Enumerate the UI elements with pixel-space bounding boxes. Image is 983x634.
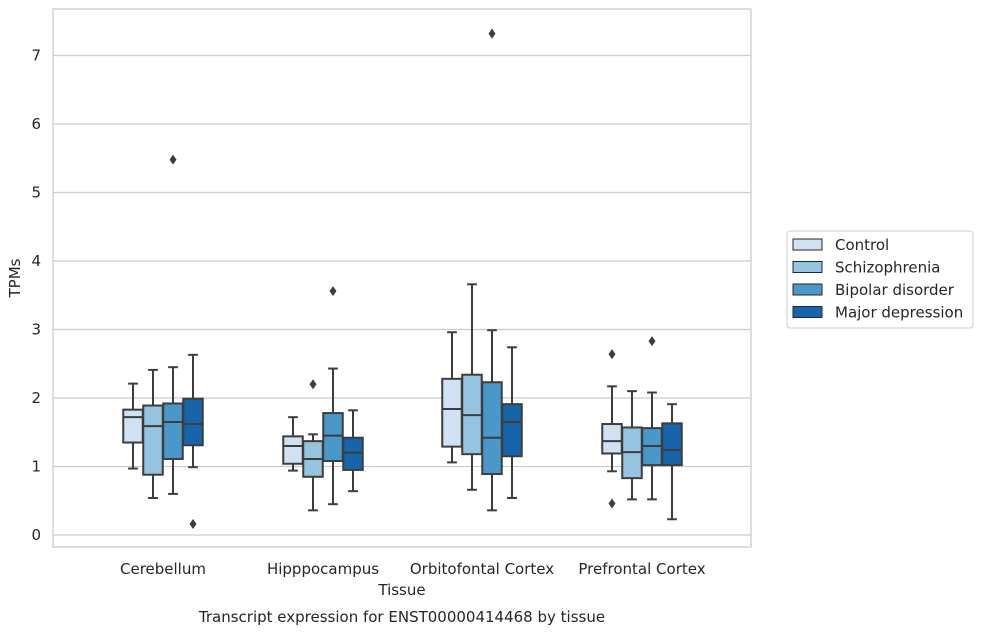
- box-1-0: [142, 368, 164, 500]
- box-iqr: [501, 403, 523, 458]
- chart-caption: Transcript expression for ENST0000041446…: [198, 608, 605, 626]
- legend-swatch: [792, 306, 823, 318]
- box-3-3: [661, 403, 683, 521]
- outlier-point: [488, 28, 496, 39]
- legend-swatch: [792, 238, 823, 251]
- legend-label: Bipolar disorder: [835, 281, 955, 299]
- x-axis-label: Tissue: [377, 581, 425, 599]
- box-0-2: [441, 331, 463, 464]
- box-2-0: [162, 154, 184, 495]
- y-tick-label: 0: [31, 526, 41, 544]
- box-plots: [122, 28, 683, 530]
- y-tick-label: 7: [31, 47, 41, 65]
- y-tick-label: 4: [31, 252, 41, 270]
- x-tick-label: Prefrontal Cortex: [578, 560, 705, 578]
- x-tick-label: Hipppocampus: [267, 560, 379, 578]
- y-tick-label: 2: [31, 389, 41, 407]
- box-1-2: [461, 283, 483, 491]
- y-tick-labels: 0 1 2 3 4 5 6 7: [31, 47, 41, 545]
- box-2-1: [322, 286, 344, 506]
- box-2-3: [641, 336, 663, 501]
- box-iqr: [162, 402, 184, 460]
- box-iqr: [142, 404, 164, 476]
- legend-swatch: [792, 283, 823, 296]
- outlier-point: [608, 498, 616, 509]
- legend-frame: [786, 230, 974, 329]
- box-iqr: [182, 397, 204, 447]
- y-axis-label: TPMs: [6, 258, 24, 298]
- box-iqr: [601, 423, 623, 455]
- x-tick-label: Orbitofontal Cortex: [410, 560, 554, 578]
- legend-label: Major depression: [835, 304, 963, 322]
- box-iqr: [282, 435, 304, 465]
- box-iqr: [441, 377, 463, 448]
- box-1-1: [302, 379, 324, 512]
- box-3-1: [342, 409, 364, 493]
- outlier-point: [309, 379, 317, 390]
- box-3-0: [182, 353, 204, 530]
- y-tick-label: 1: [31, 458, 41, 476]
- box-2-2: [481, 28, 503, 512]
- outlier-point: [329, 286, 337, 297]
- outlier-point: [189, 519, 197, 530]
- outlier-point: [648, 336, 656, 347]
- box-iqr: [322, 412, 344, 463]
- legend: Control Schizophrenia Bipolar disorder Majo…: [786, 230, 974, 329]
- plot-frame: [52, 8, 752, 548]
- y-tick-label: 6: [31, 115, 41, 133]
- outlier-point: [608, 349, 616, 360]
- box-0-1: [282, 416, 304, 472]
- box-iqr: [122, 408, 144, 444]
- y-tick-label: 5: [31, 184, 41, 202]
- box-0-0: [122, 382, 144, 470]
- y-gridlines: [53, 54, 751, 536]
- box-0-3: [601, 349, 623, 509]
- legend-swatch: [792, 261, 823, 273]
- legend-label: Schizophrenia: [835, 259, 940, 277]
- box-iqr: [661, 422, 683, 467]
- box-iqr: [481, 381, 503, 476]
- box-1-3: [621, 390, 643, 501]
- box-3-2: [501, 346, 523, 500]
- x-tick-label: Cerebellum: [120, 560, 206, 578]
- y-tick-label: 3: [31, 321, 41, 339]
- x-tick-labels: Cerebellum Hipppocampus Orbitofontal Corte…: [120, 560, 706, 578]
- box-iqr: [342, 436, 364, 471]
- legend-label: Control: [835, 236, 889, 254]
- outlier-point: [169, 154, 177, 165]
